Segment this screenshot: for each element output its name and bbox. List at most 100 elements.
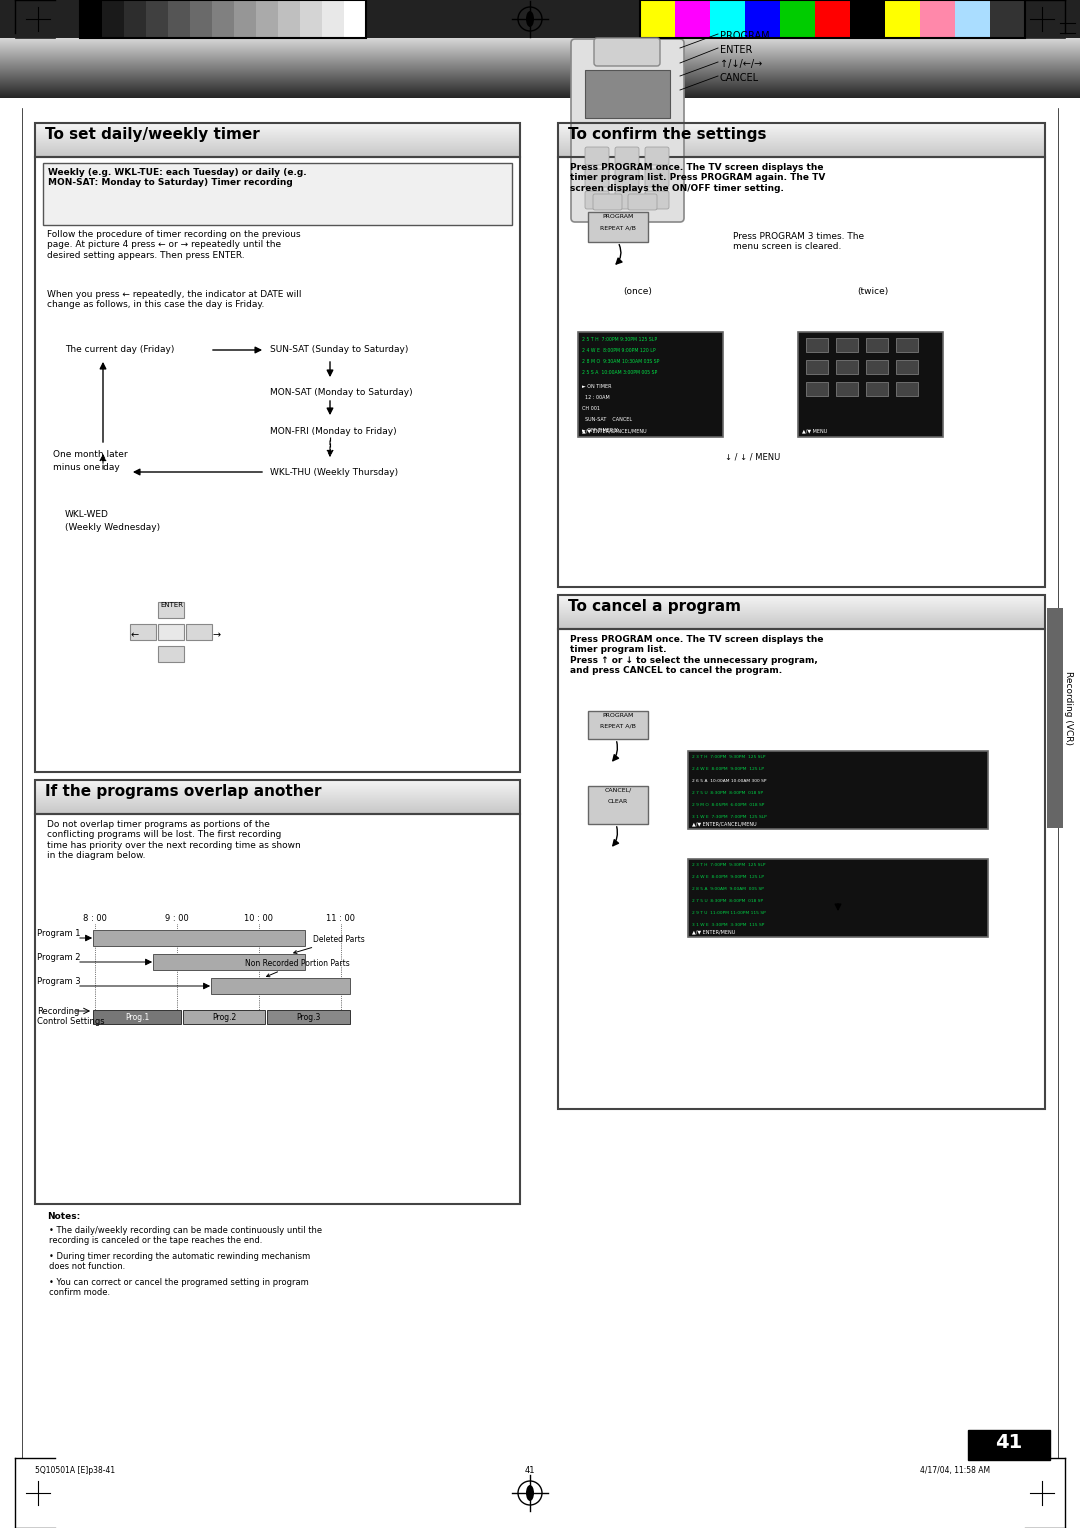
Bar	[158, 646, 184, 662]
Bar	[780, 0, 815, 38]
Text: 8 : 00: 8 : 00	[83, 914, 107, 923]
FancyBboxPatch shape	[615, 170, 639, 186]
Bar	[836, 361, 858, 374]
Text: ←: ←	[131, 630, 139, 640]
Text: • During timer recording the automatic rewinding mechanism
does not function.: • During timer recording the automatic r…	[49, 1251, 310, 1271]
Text: ▲/▼ ENTER/CANCEL/MENU: ▲/▼ ENTER/CANCEL/MENU	[692, 821, 757, 827]
Text: 2 5 S A  10:00AM 3:00PM 005 SP: 2 5 S A 10:00AM 3:00PM 005 SP	[582, 370, 658, 374]
Text: 2 8 M O  9:30AM 10:30AM 03S SP: 2 8 M O 9:30AM 10:30AM 03S SP	[582, 359, 660, 364]
Text: 10 : 00: 10 : 00	[244, 914, 273, 923]
Text: • The daily/weekly recording can be made continuously until the
recording is can: • The daily/weekly recording can be made…	[49, 1225, 322, 1245]
Bar	[588, 711, 648, 740]
Bar	[558, 594, 1045, 630]
Text: 2 6 5 A  10:00AM 10:00AM 300 SP: 2 6 5 A 10:00AM 10:00AM 300 SP	[692, 779, 767, 782]
Text: The current day (Friday): The current day (Friday)	[65, 345, 174, 354]
FancyBboxPatch shape	[645, 147, 669, 165]
Bar	[211, 978, 350, 995]
Text: Notes:: Notes:	[48, 1212, 80, 1221]
Bar	[278, 0, 300, 38]
Text: 3 1 W E  3:30PM  3:30PM  115 SP: 3 1 W E 3:30PM 3:30PM 115 SP	[692, 923, 765, 927]
Text: Press PROGRAM 3 times. The
menu screen is cleared.: Press PROGRAM 3 times. The menu screen i…	[733, 232, 864, 252]
Bar	[675, 0, 710, 38]
Bar	[920, 0, 955, 38]
Bar	[124, 0, 146, 38]
Text: ► ON TIMER: ► ON TIMER	[582, 384, 611, 390]
Text: (Weekly Wednesday): (Weekly Wednesday)	[65, 523, 160, 532]
FancyBboxPatch shape	[571, 40, 684, 222]
Text: PROGRAM: PROGRAM	[603, 714, 634, 718]
Text: ▲/▼ ENTER/MENU: ▲/▼ ENTER/MENU	[692, 929, 735, 934]
Bar	[806, 361, 828, 374]
Bar	[35, 814, 519, 1204]
Bar	[102, 0, 124, 38]
Text: →: →	[213, 630, 221, 640]
Text: Program 3: Program 3	[37, 978, 81, 987]
Bar	[990, 0, 1025, 38]
Bar	[43, 163, 512, 225]
Text: CH 001: CH 001	[582, 406, 600, 411]
Ellipse shape	[526, 11, 534, 28]
FancyBboxPatch shape	[645, 170, 669, 186]
Bar	[158, 602, 184, 617]
Bar	[0, 0, 1080, 38]
Text: 2 9 M O  8:05PM  6:00PM  018 SP: 2 9 M O 8:05PM 6:00PM 018 SP	[692, 804, 765, 807]
Text: When you press ← repeatedly, the indicator at DATE will
change as follows, in th: When you press ← repeatedly, the indicat…	[48, 290, 301, 309]
Text: 3 1 W E  7:30PM  7:00PM  125 SLP: 3 1 W E 7:30PM 7:00PM 125 SLP	[692, 814, 767, 819]
Text: Non Recorded Portion Parts: Non Recorded Portion Parts	[245, 960, 350, 976]
Text: MON-SAT (Monday to Saturday): MON-SAT (Monday to Saturday)	[270, 388, 413, 397]
Bar	[130, 623, 156, 640]
Text: CANCEL: CANCEL	[720, 73, 759, 83]
Bar	[640, 0, 1025, 38]
Bar	[955, 0, 990, 38]
FancyBboxPatch shape	[627, 194, 657, 209]
Bar	[558, 157, 1045, 587]
Text: (twice): (twice)	[858, 287, 889, 296]
Bar	[896, 338, 918, 351]
Bar	[35, 157, 519, 772]
Text: Press PROGRAM once. The TV screen displays the
timer program list.
Press ↑ or ↓ : Press PROGRAM once. The TV screen displa…	[570, 636, 824, 675]
Bar	[866, 361, 888, 374]
Bar	[806, 338, 828, 351]
Bar	[158, 623, 184, 640]
Bar	[688, 750, 988, 830]
Bar	[836, 382, 858, 396]
Text: SUN-SAT    CANCEL: SUN-SAT CANCEL	[582, 417, 632, 422]
Text: 2 7 5 U  8:30PM  8:00PM  018 SP: 2 7 5 U 8:30PM 8:00PM 018 SP	[692, 898, 764, 903]
Text: Weekly (e.g. WKL-TUE: each Tuesday) or daily (e.g.
MON-SAT: Monday to Saturday) : Weekly (e.g. WKL-TUE: each Tuesday) or d…	[48, 168, 307, 188]
Text: To set daily/weekly timer: To set daily/weekly timer	[45, 127, 260, 142]
Text: 2 7 5 U  8:30PM  8:00PM  018 SP: 2 7 5 U 8:30PM 8:00PM 018 SP	[692, 792, 764, 795]
Text: ► OFF TIMER/X: ► OFF TIMER/X	[582, 428, 618, 432]
Bar	[80, 0, 366, 38]
Text: 4/17/04, 11:58 AM: 4/17/04, 11:58 AM	[920, 1465, 990, 1475]
Bar	[836, 338, 858, 351]
Text: Follow the procedure of timer recording on the previous
page. At picture 4 press: Follow the procedure of timer recording …	[48, 231, 300, 260]
Bar	[234, 0, 256, 38]
Bar	[146, 0, 168, 38]
Text: 11 : 00: 11 : 00	[326, 914, 355, 923]
Ellipse shape	[526, 1485, 534, 1500]
Text: • You can correct or cancel the programed setting in program
confirm mode.: • You can correct or cancel the programe…	[49, 1277, 309, 1297]
FancyBboxPatch shape	[585, 191, 609, 209]
Text: Recording
Control Settings: Recording Control Settings	[37, 1007, 105, 1027]
FancyBboxPatch shape	[585, 170, 609, 186]
Bar	[256, 0, 278, 38]
Bar	[300, 0, 322, 38]
Bar	[153, 953, 305, 970]
Text: 2 4 W E  8:00PM  9:00PM  125 LP: 2 4 W E 8:00PM 9:00PM 125 LP	[692, 876, 764, 879]
Text: Deleted Parts: Deleted Parts	[294, 935, 365, 953]
Text: 12 : 00AM: 12 : 00AM	[582, 396, 610, 400]
Text: Press PROGRAM once. The TV screen displays the
timer program list. Press PROGRAM: Press PROGRAM once. The TV screen displa…	[570, 163, 825, 193]
Bar	[688, 859, 988, 937]
Bar	[558, 122, 1045, 157]
Text: 41: 41	[996, 1433, 1023, 1452]
Text: Prog.3: Prog.3	[296, 1013, 320, 1022]
Bar	[93, 931, 305, 946]
Text: SUN-SAT (Sunday to Saturday): SUN-SAT (Sunday to Saturday)	[270, 345, 408, 354]
Bar	[896, 361, 918, 374]
Text: 2 3 T H  7:00PM  9:30PM  125 SLP: 2 3 T H 7:00PM 9:30PM 125 SLP	[692, 863, 766, 866]
Text: To cancel a program: To cancel a program	[568, 599, 741, 614]
Text: 2 3 T H  7:00PM  9:30PM  125 SLP: 2 3 T H 7:00PM 9:30PM 125 SLP	[692, 755, 766, 759]
Bar	[798, 332, 943, 437]
Text: ↑/↓/←/→: ↑/↓/←/→	[720, 60, 762, 69]
Text: PROGRAM: PROGRAM	[603, 214, 634, 219]
